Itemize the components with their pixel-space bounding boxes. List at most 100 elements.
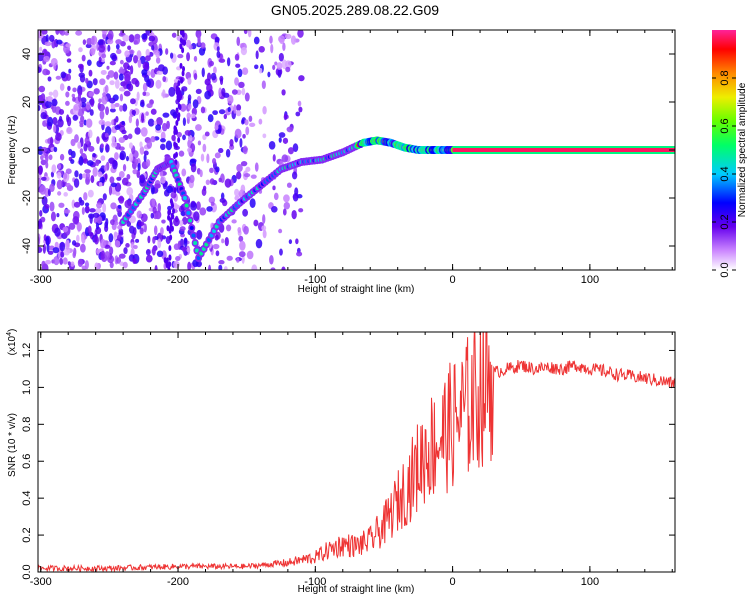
spectrogram-speckle-cell [182,216,188,225]
spectrogram-speckle-cell [154,264,158,270]
spectrogram-speckle-cell [38,246,43,253]
spectrogram-speckle-cell [218,87,223,98]
spectrogram-speckle-cell [137,221,145,227]
spectrogram-speckle-cell [233,104,237,114]
spectrogram-speckle-cell [281,266,286,270]
spectrogram-speckle-cell [243,225,249,235]
spectrogram-speckle-cell [237,226,242,234]
spectrogram-speckle-cell [204,78,211,86]
spectrogram-streak-cell [169,234,173,241]
spectrogram-streak-cell [172,207,176,214]
spectrogram-speckle-cell [209,178,215,185]
spectrogram-x-tick-label: -300 [30,274,52,286]
spectrogram-speckle-cell [57,163,62,170]
spectrogram-speckle-cell [42,68,49,76]
spectrogram-speckle-cell [55,75,62,80]
spectrogram-speckle-cell [104,84,109,94]
spectrogram-y-tick-label: 40 [21,48,33,60]
spectrogram-speckle-cell [119,105,124,112]
spectrogram-speckle-cell [139,141,143,148]
spectrogram-speckle-cell [161,219,166,224]
spectrogram-speckle-cell [81,207,85,215]
spectrogram-streak-cell [179,62,183,69]
spectrogram-speckle-cell [98,119,106,126]
spectrogram-speckle-cell [82,158,89,164]
spectrogram-speckle-cell [244,92,250,102]
spectrogram-speckle-cell [101,53,107,59]
spectrogram-speckle-cell [249,198,256,209]
spectrogram-speckle-cell [145,248,151,256]
spectrogram-speckle-cell [292,143,299,153]
spectrogram-speckle-cell [77,63,84,69]
spectrogram-speckle-cell [119,93,124,102]
spectrogram-speckle-cell [65,182,71,188]
spectrogram-speckle-cell [179,103,187,112]
spectrogram-speckle-cell [106,74,110,80]
spectrogram-speckle-cell [115,115,119,123]
spectrogram-speckle-cell [80,97,87,104]
spectrogram-y-tick-label: -40 [21,238,33,254]
spectrogram-speckle-cell [67,85,71,91]
spectrogram-speckle-cell [282,137,289,144]
spectrogram-speckle-cell [210,201,215,206]
spectrogram-x-tick-label: -100 [304,274,326,286]
spectrogram-speckle-cell [57,191,62,196]
spectrogram-speckle-cell [278,137,282,143]
spectrogram-speckle-cell [283,201,291,210]
spectrogram-speckle-cell [133,244,138,250]
spectrogram-speckle-cell [86,160,94,167]
spectrogram-speckle-cell [181,246,187,252]
spectrogram-speckle-cell [270,267,276,270]
spectrogram-speckle-cell [119,150,127,161]
spectrogram-speckle-cell [247,30,252,38]
spectrogram-speckle-cell [152,236,156,244]
spectrogram-speckle-cell [110,52,117,60]
spectrogram-speckle-cell [104,121,112,127]
spectrogram-speckle-cell [71,93,76,98]
colorbar-tick-label: 0.0 [719,262,731,277]
spectrogram-speckle-cell [276,62,283,70]
colorbar-scale [712,30,736,270]
spectrogram-speckle-cell [225,224,232,232]
spectrogram-speckle-cell [200,153,205,162]
spectrogram-speckle-cell [80,243,86,253]
spectrogram-speckle-cell [45,34,49,44]
spectrogram-streak-cell [179,43,183,50]
spectrogram-speckle-cell [281,89,286,96]
spectrogram-speckle-cell [197,140,202,146]
spectrogram-speckle-cell [212,243,220,250]
spectrogram-speckle-cell [98,44,106,53]
spectrogram-speckle-cell [94,235,99,245]
spectrogram-speckle-cell [116,257,122,264]
spectrogram-speckle-cell [100,250,106,260]
spectrogram-speckle-cell [186,247,191,253]
spectrogram-speckle-cell [170,191,177,199]
spectrogram-speckle-cell [40,155,44,161]
spectrogram-speckle-cell [199,207,207,216]
spectrogram-speckle-cell [110,103,114,108]
spectrogram-speckle-cell [244,119,249,126]
spectrogram-speckle-cell [85,171,91,180]
spectrogram-speckle-cell [240,46,248,56]
spectrogram-speckle-cell [214,234,219,241]
spectrogram-speckle-cell [65,240,70,250]
spectrogram-speckle-cell [272,185,276,191]
spectrogram-speckle-cell [128,142,133,149]
spectrogram-speckle-cell [118,137,126,143]
spectrogram-speckle-cell [106,65,110,70]
colorbar-tick-label: 0.8 [719,70,731,85]
spectrogram-speckle-cell [117,234,122,242]
spectrogram-ridge-cell [189,226,194,230]
spectrogram-speckle-cell [130,98,136,105]
snr-y-tick-label: 0.4 [21,491,33,506]
spectrogram-speckle-cell [54,227,61,237]
spectrogram-speckle-cell [98,103,105,112]
spectrogram-speckle-cell [109,246,114,256]
spectrogram-speckle-cell [206,206,213,212]
spectrogram-speckle-cell [162,75,167,83]
figure-title: GN05.2025.289.08.22.G09 [271,2,439,18]
spectrogram-speckle-cell [40,111,47,120]
spectrogram-speckle-cell [72,251,76,259]
spectrogram-speckle-cell [145,111,149,116]
spectrogram-speckle-cell [295,111,301,117]
